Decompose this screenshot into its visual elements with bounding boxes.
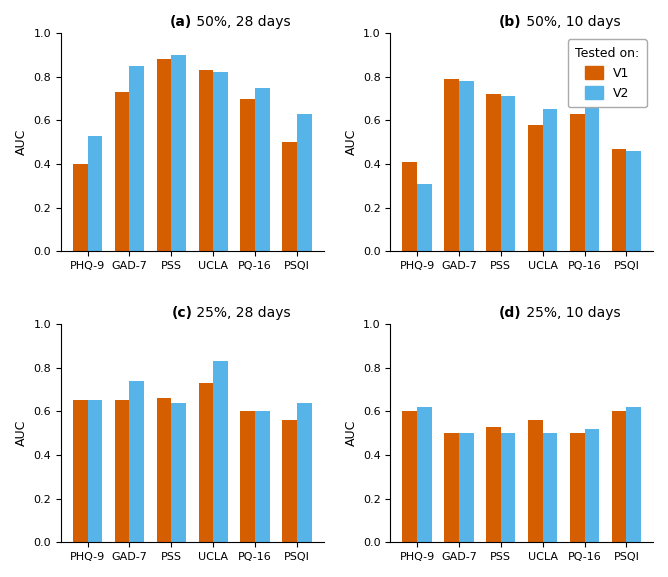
Bar [213, 72, 228, 252]
Bar [584, 429, 599, 542]
Bar [627, 151, 641, 252]
Bar [402, 411, 417, 542]
Bar [417, 183, 432, 252]
Bar [73, 164, 88, 252]
Bar [283, 142, 297, 252]
Bar [542, 433, 557, 542]
Title: (d) 25%, 10 days: (d) 25%, 10 days [0, 576, 1, 577]
Bar [612, 149, 627, 252]
Bar [283, 420, 297, 542]
Title: (c) 25%, 28 days: (c) 25%, 28 days [0, 576, 1, 577]
Text: 50%, 10 days: 50%, 10 days [522, 14, 621, 29]
Bar [627, 407, 641, 542]
Title: (b) 50%, 10 days: (b) 50%, 10 days [0, 576, 1, 577]
Bar [297, 403, 312, 542]
Bar [570, 433, 584, 542]
Bar [612, 411, 627, 542]
Bar [157, 59, 172, 252]
Bar [172, 55, 186, 252]
Y-axis label: AUC: AUC [345, 420, 357, 446]
Y-axis label: AUC: AUC [15, 129, 28, 155]
Bar [115, 92, 130, 252]
Bar [444, 433, 459, 542]
Y-axis label: AUC: AUC [345, 129, 357, 155]
Bar [240, 411, 255, 542]
Bar [402, 162, 417, 252]
Bar [73, 400, 88, 542]
Bar [486, 94, 501, 252]
Bar [240, 99, 255, 252]
Bar [88, 136, 102, 252]
Y-axis label: AUC: AUC [15, 420, 28, 446]
Bar [157, 398, 172, 542]
Bar [213, 361, 228, 542]
Bar [486, 426, 501, 542]
Bar [570, 114, 584, 252]
Text: (a): (a) [170, 14, 192, 29]
Text: 25%, 28 days: 25%, 28 days [192, 306, 291, 320]
Text: (d): (d) [499, 306, 522, 320]
Title: (a) 50%, 28 days: (a) 50%, 28 days [0, 576, 1, 577]
Bar [501, 433, 516, 542]
Bar [459, 81, 474, 252]
Bar [501, 96, 516, 252]
Bar [297, 114, 312, 252]
Bar [130, 381, 144, 542]
Bar [444, 79, 459, 252]
Bar [417, 407, 432, 542]
Bar [528, 125, 542, 252]
Bar [130, 66, 144, 252]
Bar [255, 88, 270, 252]
Bar [88, 400, 102, 542]
Bar [198, 383, 213, 542]
Legend: V1, V2: V1, V2 [568, 39, 647, 107]
Bar [255, 411, 270, 542]
Bar [542, 110, 557, 252]
Bar [459, 433, 474, 542]
Text: 25%, 10 days: 25%, 10 days [522, 306, 621, 320]
Bar [172, 403, 186, 542]
Bar [584, 107, 599, 252]
Text: (c): (c) [171, 306, 192, 320]
Text: (b): (b) [499, 14, 522, 29]
Bar [115, 400, 130, 542]
Bar [198, 70, 213, 252]
Bar [528, 420, 542, 542]
Text: 50%, 28 days: 50%, 28 days [192, 14, 291, 29]
